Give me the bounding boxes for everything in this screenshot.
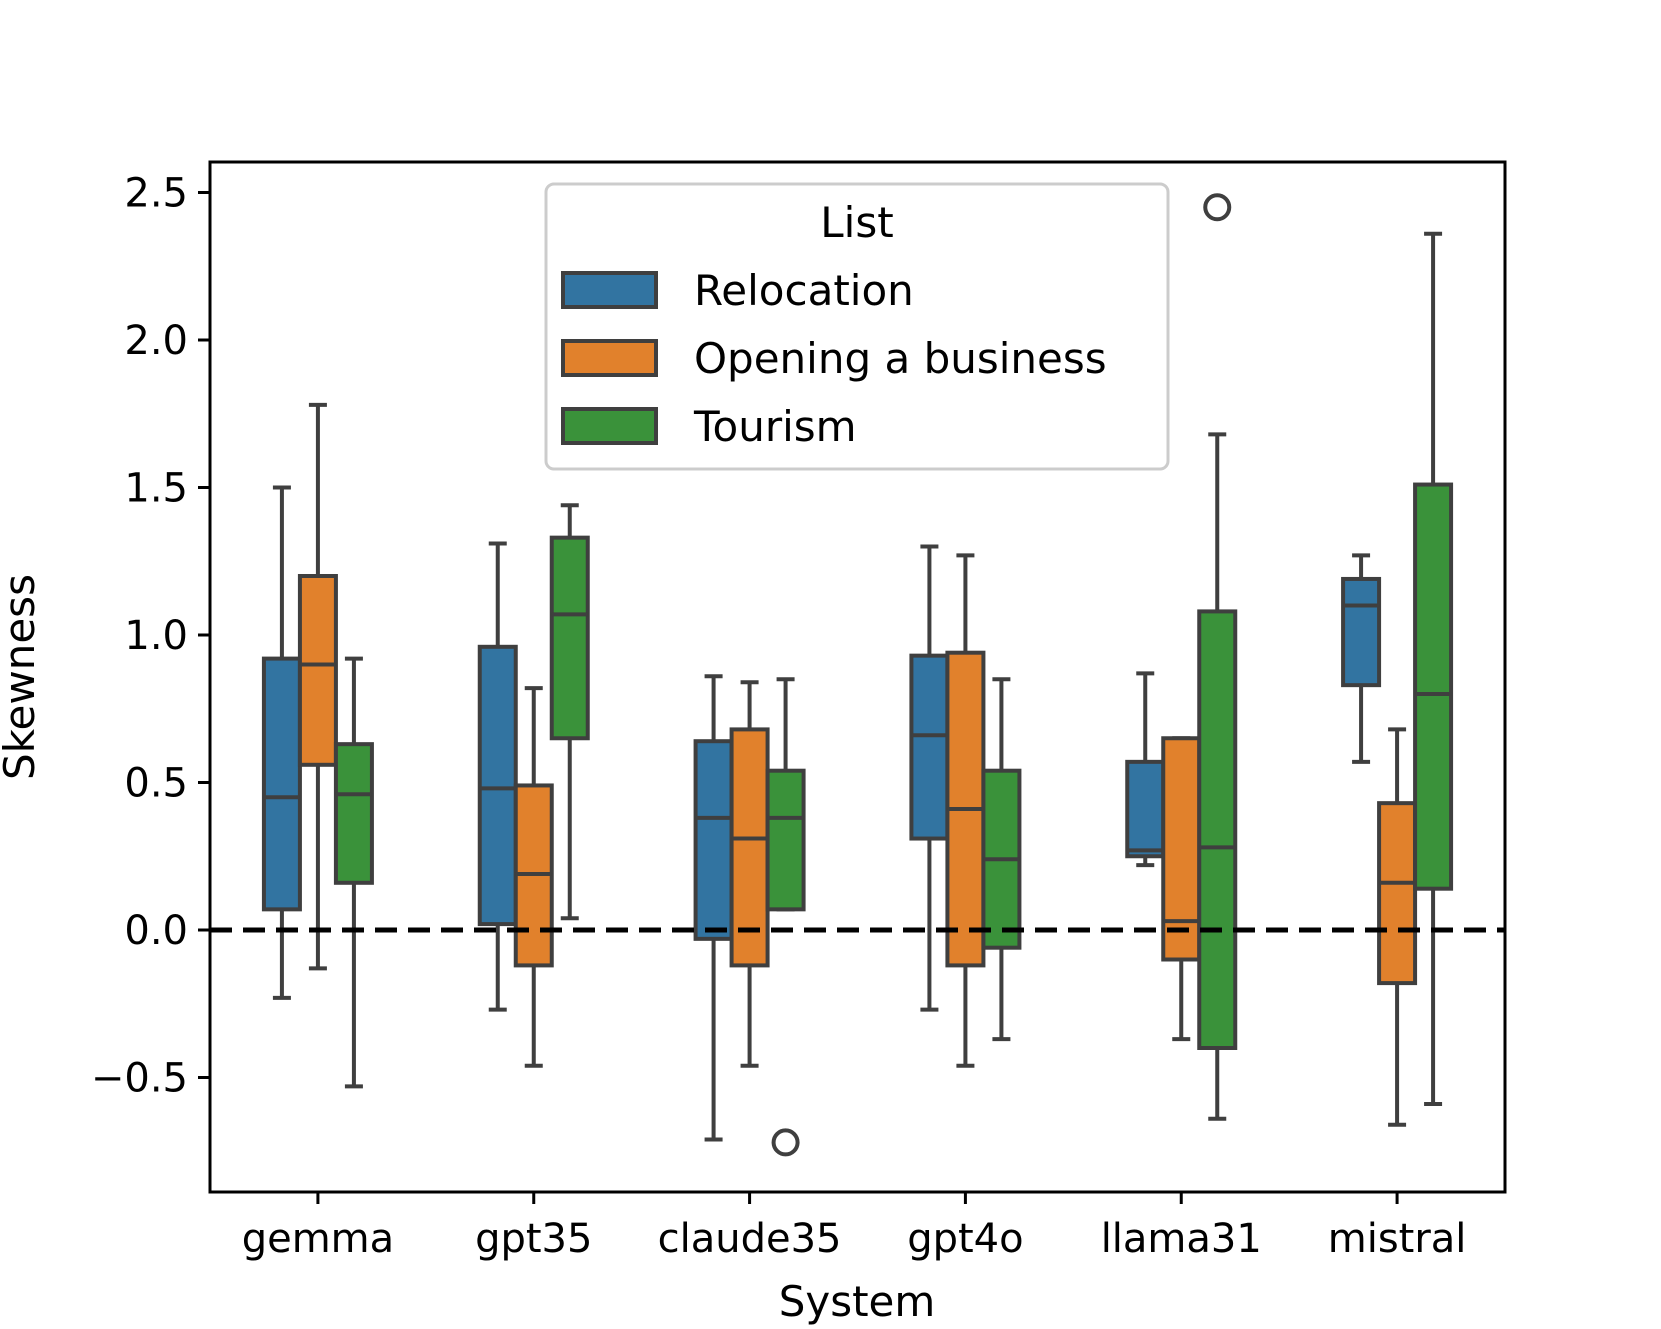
box-body	[1377, 801, 1418, 986]
x-tick-label-mistral: mistral	[1328, 1216, 1467, 1262]
y-tick-label: 2.5	[124, 171, 188, 217]
box-body	[729, 727, 770, 968]
box-body	[765, 768, 806, 912]
y-tick-label: 1.0	[124, 613, 188, 659]
y-axis-title: Skewness	[0, 574, 44, 780]
box-body	[333, 742, 374, 885]
x-axis-title: System	[779, 1277, 936, 1326]
box-opening-a-business-claude35	[729, 680, 770, 1068]
box-body	[477, 644, 518, 927]
box-opening-a-business-gpt35	[513, 686, 554, 1068]
legend-swatch	[561, 271, 658, 309]
box-tourism-gpt4o	[981, 677, 1022, 1042]
legend-entry-opening-a-business: Opening a business	[561, 334, 1107, 383]
y-tick-label: −0.5	[91, 1056, 188, 1102]
box-relocation-gemma	[261, 485, 302, 1000]
box-relocation-gpt4o	[909, 544, 950, 1012]
flier-layer	[771, 193, 1232, 1157]
x-tick-label-gpt35: gpt35	[475, 1216, 592, 1262]
legend-swatch	[561, 339, 658, 377]
box-relocation-mistral	[1341, 553, 1382, 764]
box-opening-a-business-gemma	[297, 402, 338, 971]
x-tick-label-claude35: claude35	[658, 1216, 842, 1262]
box-body	[1413, 482, 1454, 891]
x-tick-label-gemma: gemma	[242, 1216, 394, 1262]
box-body	[909, 653, 950, 841]
legend-label: Relocation	[694, 266, 914, 315]
box-body	[297, 574, 338, 767]
y-axis: −0.5 0.0 0.5 1.0 1.5 2.0 2.5	[91, 171, 210, 1102]
box-tourism-llama31	[1197, 432, 1238, 1121]
x-axis: gemma gpt35 claude35 gpt4o llama31 mistral	[242, 1192, 1467, 1262]
box-body	[693, 739, 734, 941]
y-tick-label: 0.5	[124, 761, 188, 807]
box-relocation-gpt35	[477, 541, 518, 1012]
legend-swatch	[561, 407, 658, 445]
box-tourism-mistral	[1413, 231, 1454, 1107]
legend: List Relocation Opening a business Tourism	[544, 182, 1170, 471]
legend-entry-tourism: Tourism	[561, 402, 857, 451]
y-tick-label: 0.0	[124, 908, 188, 954]
box-opening-a-business-mistral	[1377, 727, 1418, 1127]
box-tourism-gpt35	[549, 503, 590, 921]
box-tourism-gemma	[333, 656, 374, 1089]
x-tick-label-llama31: llama31	[1101, 1216, 1262, 1262]
outlier-point	[1203, 193, 1232, 222]
y-tick-label: 1.5	[124, 466, 188, 512]
box-relocation-claude35	[693, 674, 734, 1142]
legend-label: Opening a business	[694, 334, 1107, 383]
box-opening-a-business-gpt4o	[945, 553, 986, 1068]
box-tourism-claude35	[765, 677, 806, 912]
legend-title: List	[820, 198, 893, 247]
x-tick-label-gpt4o: gpt4o	[907, 1216, 1023, 1262]
box-body	[549, 535, 590, 741]
boxes-layer	[261, 231, 1454, 1142]
box-relocation-llama31	[1125, 671, 1166, 868]
legend-label: Tourism	[693, 402, 857, 451]
plot-frame	[208, 160, 1507, 1194]
box-body	[1341, 576, 1382, 688]
legend-entry-relocation: Relocation	[561, 266, 914, 315]
box-body	[1125, 759, 1166, 859]
box-body	[1197, 609, 1238, 1051]
legend-entries: Relocation Opening a business Tourism	[561, 266, 1107, 451]
outlier-point	[771, 1128, 800, 1157]
legend-frame	[544, 182, 1170, 471]
y-tick-label: 2.0	[124, 318, 188, 364]
box-body	[1161, 736, 1202, 962]
box-body	[261, 656, 302, 912]
